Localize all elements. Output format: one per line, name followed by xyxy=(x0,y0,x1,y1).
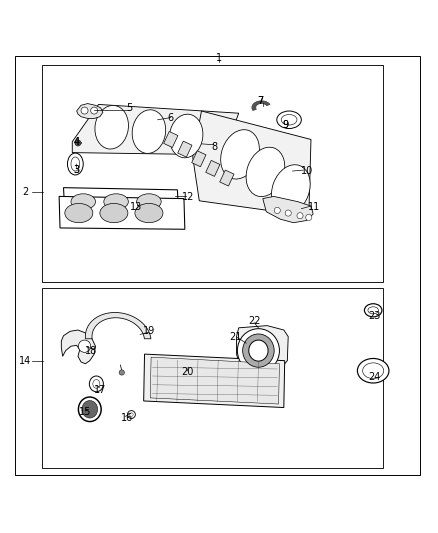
Polygon shape xyxy=(85,312,151,339)
Text: 1: 1 xyxy=(216,53,222,63)
Bar xyxy=(42,65,383,282)
Polygon shape xyxy=(150,357,279,404)
Text: 17: 17 xyxy=(94,385,106,395)
Polygon shape xyxy=(164,132,178,148)
Circle shape xyxy=(274,207,280,214)
Ellipse shape xyxy=(221,130,259,179)
Circle shape xyxy=(91,107,98,114)
Text: 3: 3 xyxy=(74,165,80,175)
Polygon shape xyxy=(252,101,270,110)
Polygon shape xyxy=(193,111,311,216)
Polygon shape xyxy=(178,141,192,157)
Polygon shape xyxy=(144,354,285,408)
Ellipse shape xyxy=(93,379,100,388)
Text: 24: 24 xyxy=(368,372,381,382)
Text: 3: 3 xyxy=(74,165,80,175)
Ellipse shape xyxy=(100,204,128,223)
Ellipse shape xyxy=(249,340,268,361)
Polygon shape xyxy=(77,103,103,118)
Ellipse shape xyxy=(357,359,389,383)
Text: 23: 23 xyxy=(368,311,381,320)
Ellipse shape xyxy=(237,329,279,373)
Polygon shape xyxy=(61,330,95,364)
Circle shape xyxy=(130,413,133,416)
Ellipse shape xyxy=(272,165,310,214)
Text: 6: 6 xyxy=(168,112,174,123)
Circle shape xyxy=(119,370,124,375)
Ellipse shape xyxy=(71,194,95,209)
Ellipse shape xyxy=(78,397,101,422)
Ellipse shape xyxy=(65,204,93,223)
Text: 10: 10 xyxy=(300,166,313,176)
Text: 9: 9 xyxy=(283,120,289,131)
Circle shape xyxy=(127,410,135,418)
Ellipse shape xyxy=(277,111,301,128)
Text: 18: 18 xyxy=(85,345,97,356)
Ellipse shape xyxy=(243,334,274,367)
Text: 7: 7 xyxy=(258,96,264,106)
Polygon shape xyxy=(220,170,234,186)
Ellipse shape xyxy=(137,194,161,209)
Text: 14: 14 xyxy=(19,356,32,366)
Ellipse shape xyxy=(132,110,166,154)
Text: 4: 4 xyxy=(74,136,80,147)
Ellipse shape xyxy=(135,204,163,223)
Polygon shape xyxy=(72,104,239,155)
Text: 12: 12 xyxy=(182,192,194,203)
Ellipse shape xyxy=(82,400,98,418)
Ellipse shape xyxy=(246,147,285,197)
Ellipse shape xyxy=(67,153,83,175)
Ellipse shape xyxy=(104,194,128,209)
Polygon shape xyxy=(237,326,288,371)
Text: 16: 16 xyxy=(121,413,133,423)
Polygon shape xyxy=(206,160,220,176)
Text: 19: 19 xyxy=(143,326,155,336)
Text: 20: 20 xyxy=(181,367,194,377)
Circle shape xyxy=(297,213,303,219)
Text: 4: 4 xyxy=(74,136,80,147)
Circle shape xyxy=(78,340,91,352)
Circle shape xyxy=(306,214,312,221)
Polygon shape xyxy=(192,151,206,167)
Text: 5: 5 xyxy=(126,103,132,113)
Text: 7: 7 xyxy=(258,96,264,106)
Ellipse shape xyxy=(368,307,378,314)
Circle shape xyxy=(81,107,88,114)
Bar xyxy=(42,288,383,468)
Circle shape xyxy=(285,210,291,216)
Text: 9: 9 xyxy=(283,120,289,131)
Text: 11: 11 xyxy=(308,203,321,212)
Ellipse shape xyxy=(363,363,384,378)
Ellipse shape xyxy=(95,106,128,149)
Text: 15: 15 xyxy=(79,407,92,417)
Polygon shape xyxy=(59,197,185,229)
Ellipse shape xyxy=(281,115,297,125)
Text: 13: 13 xyxy=(130,203,142,212)
Ellipse shape xyxy=(89,376,103,392)
Ellipse shape xyxy=(364,304,382,317)
Ellipse shape xyxy=(170,114,203,158)
Text: 22: 22 xyxy=(248,316,260,326)
Polygon shape xyxy=(64,188,179,214)
Ellipse shape xyxy=(71,157,80,171)
Text: 8: 8 xyxy=(212,142,218,152)
Circle shape xyxy=(75,140,81,146)
Text: 21: 21 xyxy=(230,332,242,342)
Text: 2: 2 xyxy=(22,187,28,197)
Polygon shape xyxy=(263,197,313,223)
